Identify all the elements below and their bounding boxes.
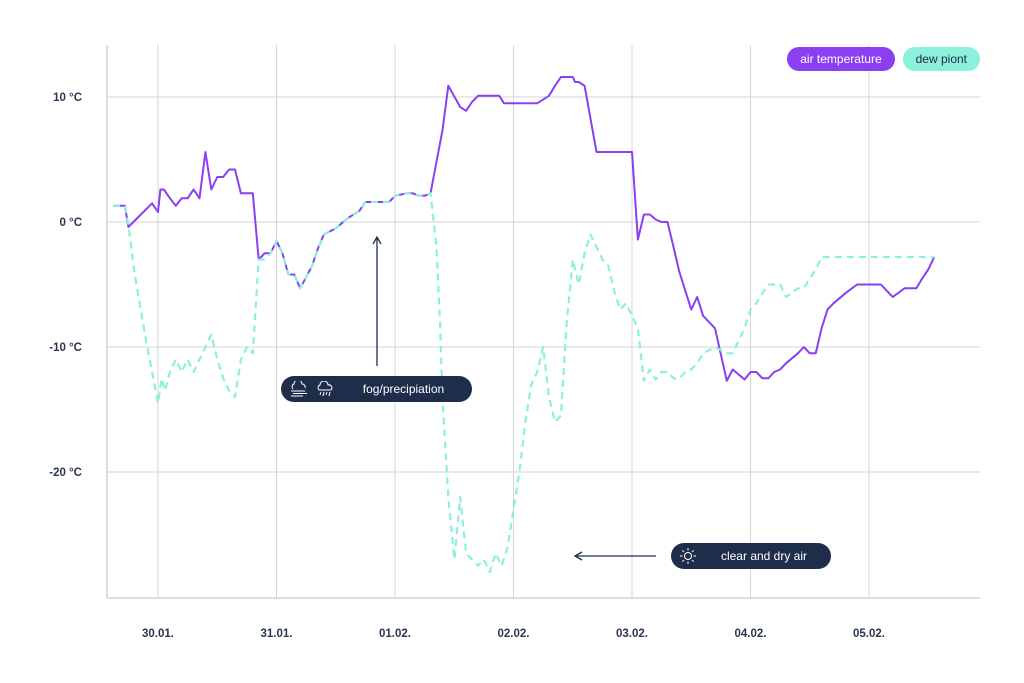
legend: air temperature dew piont xyxy=(787,47,980,71)
x-tick-label: 31.01. xyxy=(261,628,293,640)
fog-label: fog/precipiation xyxy=(362,382,445,396)
legend-air-temperature[interactable]: air temperature xyxy=(787,47,895,71)
fog-arrow-head xyxy=(372,235,382,245)
rain-icon xyxy=(317,381,333,397)
x-tick-label: 02.02. xyxy=(498,628,530,640)
x-tick-label: 03.02. xyxy=(616,628,648,640)
clear-arrow-head xyxy=(573,551,583,561)
axis: 10 °C 0 °C -10 °C -20 °C 30.01. 31.01. 01.02. 0… xyxy=(49,45,980,640)
legend-dew-point[interactable]: dew piont xyxy=(902,47,980,71)
y-tick-label: 0 °C xyxy=(60,217,83,229)
series-dew-point xyxy=(113,192,935,574)
x-tick-label: 04.02. xyxy=(735,628,767,640)
x-tick-label: 30.01. xyxy=(142,628,174,640)
clear-label: clear and dry air xyxy=(720,549,808,563)
x-tick-label: 05.02. xyxy=(853,628,885,640)
series-lines xyxy=(113,76,936,574)
y-tick-label: -10 °C xyxy=(49,342,82,354)
x-tick-label: 01.02. xyxy=(379,628,411,640)
y-tick-label: -20 °C xyxy=(49,467,82,479)
annotation-arrows xyxy=(372,235,656,561)
grid-lines xyxy=(107,45,980,598)
fog-icon xyxy=(291,381,307,397)
clear-dry-air-annotation: clear and dry air xyxy=(671,543,831,569)
fog-precipitation-annotation: fog/precipiation xyxy=(281,376,472,402)
series-air-temperature xyxy=(113,76,936,382)
sun-icon xyxy=(680,548,696,564)
y-tick-label: 10 °C xyxy=(53,92,82,104)
